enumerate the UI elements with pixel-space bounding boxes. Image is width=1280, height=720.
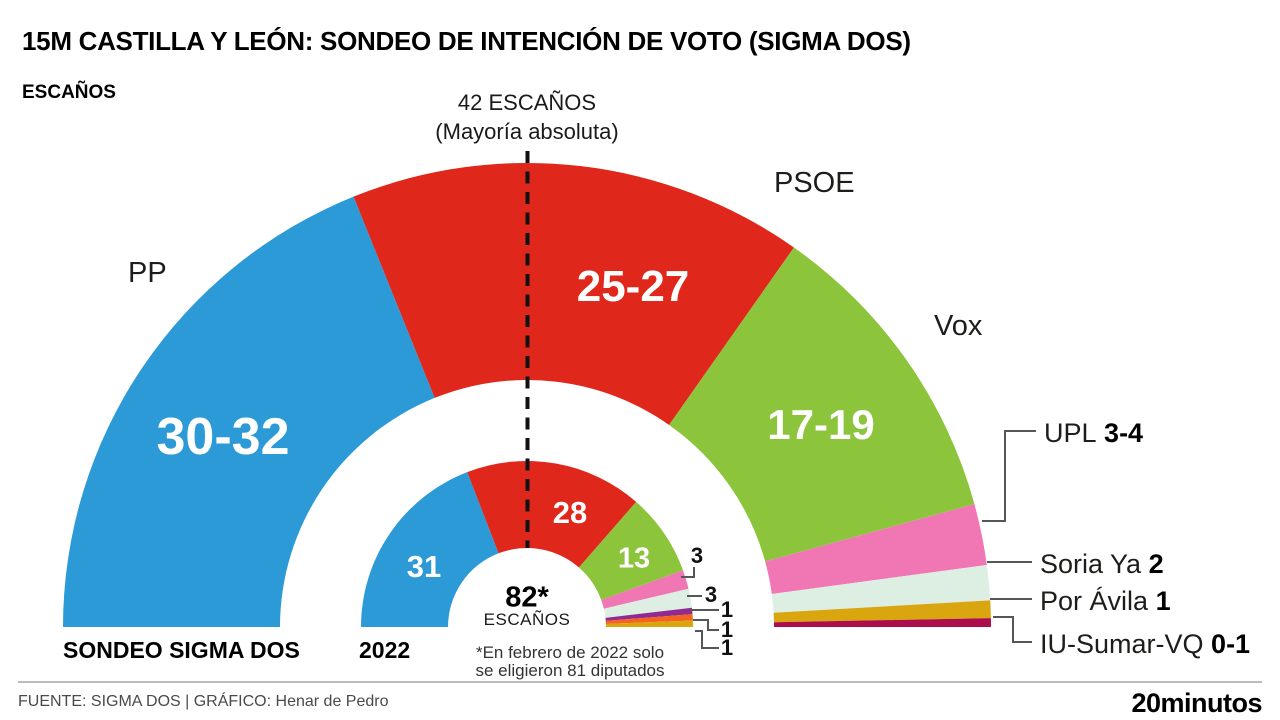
seat-value-2022-pp: 31 xyxy=(406,549,442,584)
label-por-avila-name: Por Ávila xyxy=(1040,586,1149,616)
seat-value-2022-orange: 1 xyxy=(720,617,734,642)
majority-seats-label: 42 ESCAÑOS xyxy=(457,90,597,115)
label-soria-ya: Soria Ya 2 xyxy=(1040,549,1164,580)
party-label-pp: PP xyxy=(128,257,167,289)
majority-sublabel: (Mayoría absoluta) xyxy=(435,119,619,144)
segment-sondeo-Vox xyxy=(669,247,975,562)
segment-2022-s6 xyxy=(605,614,693,624)
label-iu-sumar-vq: IU-Sumar-VQ 0-1 xyxy=(1040,629,1250,660)
caption-2022: 2022 xyxy=(359,637,411,663)
seat-value-2022-psoe: 28 xyxy=(552,495,588,530)
label-soria-ya-seats: 2 xyxy=(1148,549,1164,579)
seat-value-2022-purple: 1 xyxy=(720,597,734,622)
center-total-unit: ESCAÑOS xyxy=(483,610,571,629)
segment-2022-s4 xyxy=(603,588,692,618)
label-upl-seats: 3-4 xyxy=(1104,418,1144,448)
footnote-line2: se eligieron 81 diputados xyxy=(475,661,665,680)
label-por-avila-seats: 1 xyxy=(1155,586,1171,616)
segment-sondeo-PP xyxy=(63,196,435,627)
segment-sondeo-Por Ávila xyxy=(773,600,991,623)
label-iu-sumar-vq-seats: 0-1 xyxy=(1211,629,1251,659)
leader-line-upl xyxy=(982,430,1036,522)
label-por-avila: Por Ávila 1 xyxy=(1040,586,1171,617)
segment-2022-s3 xyxy=(601,570,689,609)
leader-line-2022-upl xyxy=(681,567,695,578)
segment-2022-s2 xyxy=(578,501,683,600)
label-upl: UPL 3-4 xyxy=(1044,418,1143,449)
leader-line-iu-sumar-vq xyxy=(993,616,1032,643)
seat-value-vox: 17-19 xyxy=(767,401,875,448)
caption-sondeo: SONDEO SIGMA DOS xyxy=(63,637,300,663)
leader-lines xyxy=(681,430,1036,649)
party-label-vox: Vox xyxy=(934,310,983,342)
segment-2022-s5 xyxy=(605,607,693,621)
seat-value-2022-soria-ya: 3 xyxy=(704,582,718,607)
page-title: 15M CASTILLA Y LEÓN: SONDEO DE INTENCIÓN… xyxy=(22,26,911,56)
axis-unit-label: ESCAÑOS xyxy=(22,82,116,103)
segment-sondeo-PSOE xyxy=(353,163,794,425)
chart-segments xyxy=(63,163,991,627)
segment-sondeo-IU-Sumar-VQ xyxy=(773,618,991,627)
footnote-line1: *En febrero de 2022 solo xyxy=(475,643,665,662)
footer-divider xyxy=(18,681,1262,683)
segment-sondeo-UPL xyxy=(765,504,987,594)
segment-2022-s7 xyxy=(605,620,694,627)
majority-annotation: 42 ESCAÑOS (Mayoría absoluta) xyxy=(435,88,618,146)
seat-value-psoe: 25-27 xyxy=(576,262,690,311)
seat-value-2022-gold: 1 xyxy=(720,635,734,660)
party-label-psoe: PSOE xyxy=(774,167,855,199)
chart-footnote: *En febrero de 2022 solo se eligieron 81… xyxy=(475,644,664,680)
seat-value-2022-upl: 3 xyxy=(690,543,704,568)
footer-source: FUENTE: SIGMA DOS | GRÁFICO: Henar de Pe… xyxy=(18,693,389,710)
segment-2022-s1 xyxy=(467,460,637,568)
segment-2022-s0 xyxy=(361,472,499,627)
leader-line-2022-gold xyxy=(695,630,719,649)
segment-sondeo-Soria Ya xyxy=(771,564,991,613)
center-total-value: 82* xyxy=(505,581,549,614)
label-iu-sumar-vq-name: IU-Sumar-VQ xyxy=(1040,629,1204,659)
leader-line-2022-orange xyxy=(693,619,719,631)
label-soria-ya-name: Soria Ya xyxy=(1040,549,1142,579)
label-upl-name: UPL xyxy=(1044,418,1097,448)
seat-value-2022-vox: 13 xyxy=(617,542,651,575)
brand-logo: 20minutos xyxy=(1131,688,1262,718)
seat-value-pp: 30-32 xyxy=(156,408,290,466)
